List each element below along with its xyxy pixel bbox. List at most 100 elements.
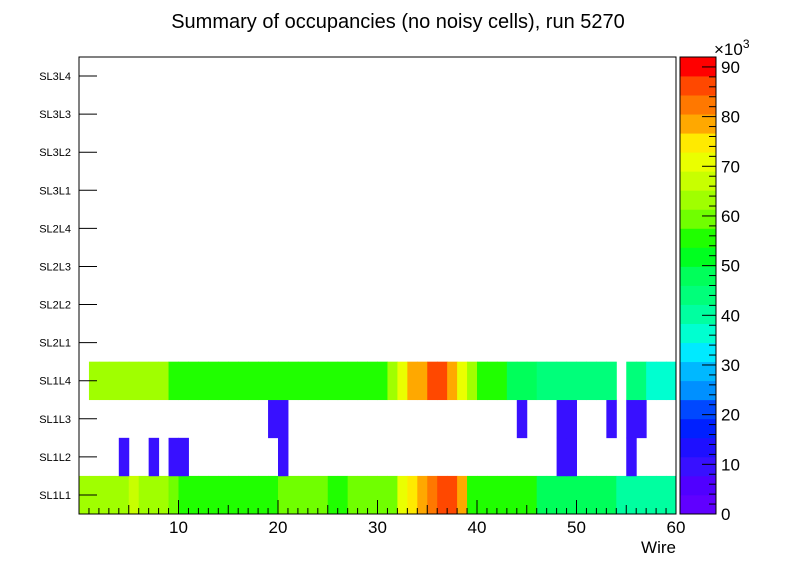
heatmap-cell bbox=[208, 475, 219, 515]
heatmap-cell bbox=[447, 475, 458, 515]
colorbar-tick-label: 50 bbox=[721, 257, 740, 276]
heatmap-cell bbox=[347, 361, 359, 401]
heatmap-cell bbox=[586, 475, 597, 515]
y-tick-label: SL3L4 bbox=[39, 71, 71, 83]
heatmap-cell bbox=[377, 475, 388, 515]
y-tick-label: SL3L3 bbox=[39, 109, 71, 121]
heatmap-cell bbox=[218, 475, 229, 515]
heatmap-cell bbox=[178, 437, 189, 477]
heatmap-cell bbox=[158, 361, 170, 401]
heatmap-cell bbox=[566, 475, 577, 515]
colorbar-segment bbox=[680, 76, 716, 96]
x-tick-label: 60 bbox=[667, 518, 686, 537]
colorbar-tick-label: 90 bbox=[721, 58, 740, 77]
heatmap-cell bbox=[467, 361, 478, 401]
heatmap-cell bbox=[367, 475, 378, 515]
heatmap-cell bbox=[486, 475, 498, 515]
heatmap-cell bbox=[467, 475, 478, 515]
colorbar-segment bbox=[680, 380, 716, 401]
heatmap-cell bbox=[606, 361, 617, 401]
y-tick-label: SL3L2 bbox=[39, 147, 71, 159]
heatmap-cell bbox=[278, 437, 289, 477]
colorbar-segment bbox=[680, 152, 716, 172]
heatmap-cell bbox=[118, 475, 130, 515]
heatmap-cell bbox=[457, 475, 468, 515]
heatmap-cell bbox=[287, 361, 299, 401]
heatmap-cell bbox=[407, 475, 418, 515]
colorbar-segment bbox=[680, 228, 716, 248]
heatmap-cell bbox=[188, 361, 199, 401]
heatmap-cell bbox=[506, 475, 518, 515]
heatmap-cell bbox=[506, 361, 518, 401]
heatmap-cell bbox=[626, 437, 637, 477]
heatmap-cell bbox=[427, 361, 438, 401]
heatmap-cell bbox=[357, 475, 369, 515]
y-tick-label: SL1L1 bbox=[39, 490, 71, 502]
heatmap-cell bbox=[228, 361, 239, 401]
heatmap-cell bbox=[118, 437, 130, 477]
colorbar-segment bbox=[680, 171, 716, 191]
heatmap-cell bbox=[656, 361, 667, 401]
heatmap-cell bbox=[437, 475, 448, 515]
heatmap-cell bbox=[457, 361, 468, 401]
x-tick-label: 10 bbox=[169, 518, 188, 537]
heatmap-cell bbox=[447, 361, 458, 401]
heatmap-cell bbox=[168, 475, 179, 515]
heatmap-cell bbox=[397, 475, 408, 515]
heatmap-cell bbox=[108, 475, 120, 515]
colorbar-tick-label: 40 bbox=[721, 306, 740, 325]
heatmap-cell bbox=[606, 399, 617, 439]
y-tick-label: SL2L3 bbox=[39, 261, 71, 273]
heatmap-cell bbox=[566, 437, 577, 477]
y-tick-label: SL1L3 bbox=[39, 414, 71, 426]
heatmap-cell bbox=[98, 361, 110, 401]
colorbar-segment bbox=[680, 190, 716, 210]
heatmap-cell bbox=[516, 361, 528, 401]
heatmap-cell bbox=[636, 475, 647, 515]
y-tick-label: SL2L1 bbox=[39, 338, 71, 350]
heatmap-cell bbox=[317, 361, 329, 401]
x-tick-label: 20 bbox=[269, 518, 288, 537]
heatmap-cell bbox=[526, 361, 538, 401]
heatmap-cell bbox=[486, 361, 498, 401]
heatmap-cell bbox=[387, 475, 398, 515]
x-tick-label: 40 bbox=[468, 518, 487, 537]
colorbar-segment bbox=[680, 209, 716, 229]
heatmap-cell bbox=[297, 361, 309, 401]
heatmap-cell bbox=[248, 361, 259, 401]
heatmap-cell bbox=[556, 475, 568, 515]
heatmap-cell bbox=[636, 399, 647, 439]
heatmap-cell bbox=[268, 361, 279, 401]
heatmap-cell bbox=[168, 361, 179, 401]
colorbar-segment bbox=[680, 133, 716, 153]
heatmap-cell bbox=[536, 475, 548, 515]
colorbar-segment bbox=[680, 399, 716, 420]
z-multiplier: ×103 bbox=[714, 37, 750, 59]
colorbar-tick-label: 0 bbox=[721, 505, 730, 524]
colorbar-tick-label: 70 bbox=[721, 157, 740, 176]
heatmap-cell bbox=[417, 475, 428, 515]
y-tick-label: SL2L2 bbox=[39, 300, 71, 312]
heatmap-cell bbox=[198, 361, 209, 401]
heatmap-cell bbox=[576, 475, 587, 515]
heatmap-cell bbox=[546, 475, 558, 515]
y-tick-label: SL3L1 bbox=[39, 185, 71, 197]
heatmap-cell bbox=[138, 475, 150, 515]
heatmap-cell bbox=[138, 361, 150, 401]
heatmap-cell bbox=[427, 475, 438, 515]
heatmap-cell bbox=[377, 361, 388, 401]
heatmap-cell bbox=[218, 361, 229, 401]
z-multiplier-exponent: 3 bbox=[743, 37, 750, 51]
heatmap-cell bbox=[367, 361, 378, 401]
heatmap-cell bbox=[327, 361, 339, 401]
heatmap-cell bbox=[496, 475, 508, 515]
heatmap-cell bbox=[278, 475, 289, 515]
heatmap-cell bbox=[148, 361, 160, 401]
heatmap-cell bbox=[357, 361, 369, 401]
heatmap-cell bbox=[496, 361, 508, 401]
heatmap-cell bbox=[337, 475, 349, 515]
colorbar-segment bbox=[680, 494, 716, 515]
y-tick-label: SL1L4 bbox=[39, 376, 71, 388]
colorbar-segment bbox=[680, 456, 716, 477]
